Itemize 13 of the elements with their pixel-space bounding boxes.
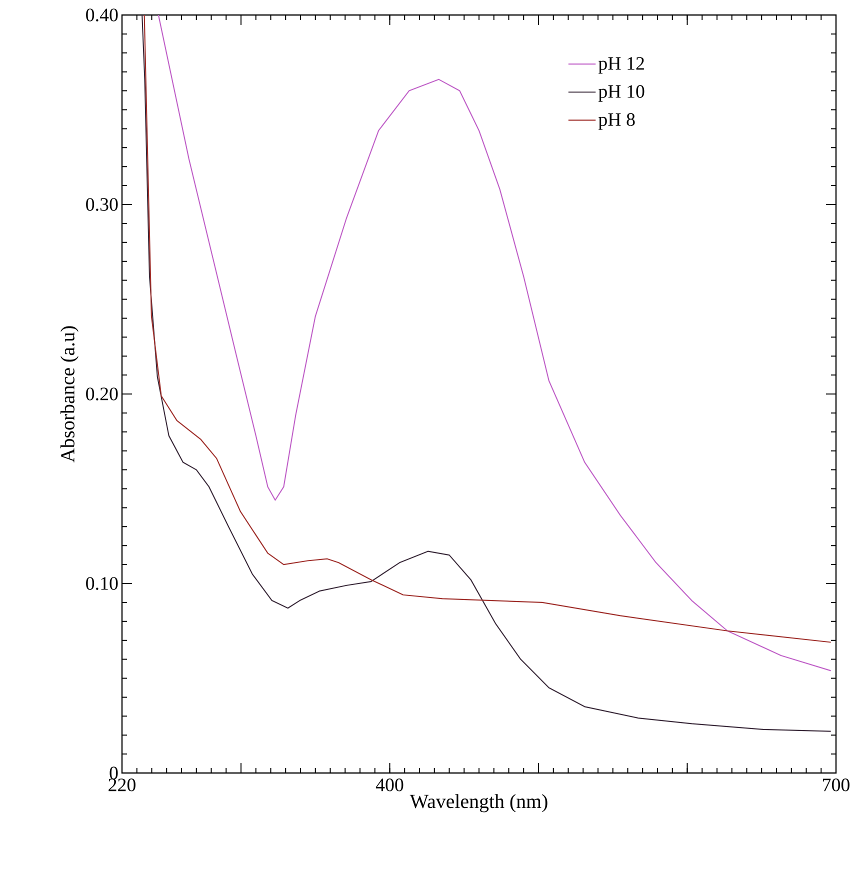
y-tick-label: 0.10: [86, 577, 118, 590]
y-tick-label: 0.30: [86, 198, 118, 211]
y-tick-label: 0: [110, 766, 118, 780]
legend-label: pH 12: [598, 57, 644, 74]
x-axis-title: Wavelength (nm): [410, 794, 548, 812]
legend-label: pH 10: [598, 85, 644, 102]
y-tick-label: 0.40: [86, 8, 118, 22]
y-tick-label: 0.20: [86, 388, 118, 400]
y-axis-title: Absorbance (a.u): [60, 326, 79, 462]
legend-label: pH 8: [598, 113, 635, 130]
x-tick-label: 400: [376, 778, 404, 792]
x-tick-label: 700: [823, 778, 850, 792]
x-tick-label: 220: [108, 778, 136, 792]
